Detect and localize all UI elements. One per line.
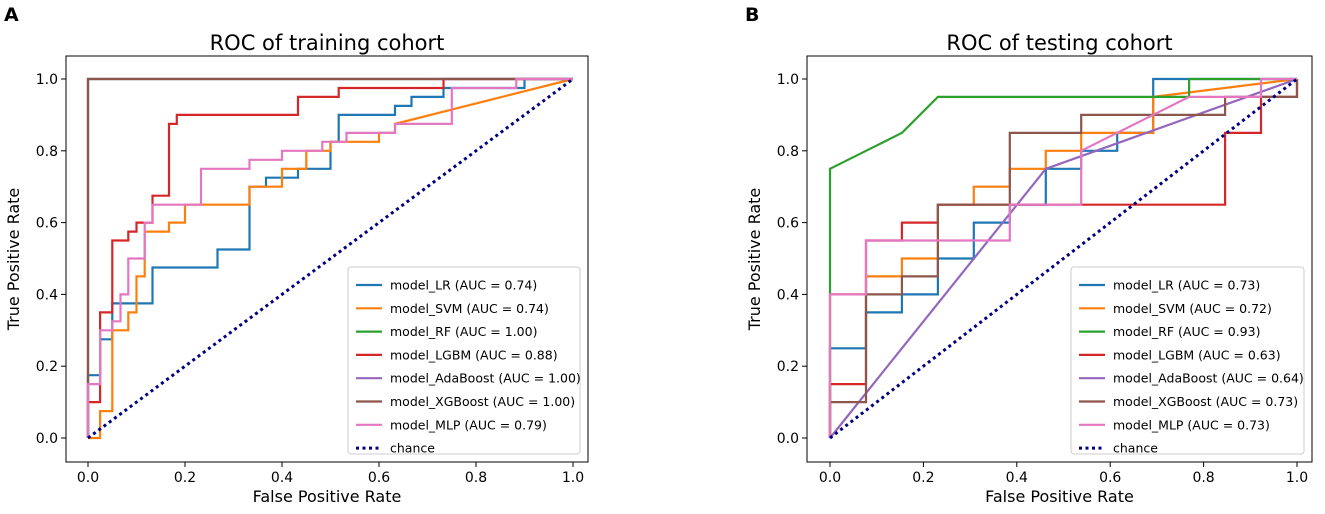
x-tick-label: 1.0 [1286,470,1308,486]
legend-label-model_SVM: model_SVM (AUC = 0.72) [1113,301,1272,316]
chance-line [87,77,574,440]
roc-chart-training: ROC of training cohort 0.0 0.2 0.4 0.6 0.8 1.0… [4,31,589,506]
chance-line [829,77,1298,440]
legend-label-model_MLP: model_MLP (AUC = 0.73) [1113,417,1270,432]
y-tick-label: 0.6 [777,216,799,232]
legend-label-model_RF: model_RF (AUC = 1.00) [390,324,537,339]
legend-label-model_AdaBoost: model_AdaBoost (AUC = 1.00) [390,371,581,386]
y-tick-label: 0.4 [36,287,58,303]
x-tick-label: 0.2 [174,470,196,486]
roc-chart-testing: ROC of testing cohort 0.0 0.2 0.4 0.6 0.8 1.0 0… [745,31,1313,506]
x-axis-label: False Positive Rate [985,487,1134,506]
series-line-model_MLP [86,77,573,438]
legend-box [1070,266,1305,455]
legend-label-model_RF: model_RF (AUC = 0.93) [1113,324,1260,339]
axes-frame [65,55,589,463]
legend-label-chance: chance [390,441,435,456]
y-tick-label: 1.0 [36,72,58,88]
x-tick-label: 0.8 [1192,470,1214,486]
legend-label-model_AdaBoost: model_AdaBoost (AUC = 0.64) [1113,371,1304,386]
panel-label-a: A [4,4,19,26]
y-axis-label: True Positive Rate [4,188,23,332]
axes-frame [806,55,1313,463]
legend-label-model_MLP: model_MLP (AUC = 0.79) [390,417,547,432]
series-line-model_MLP [828,77,1297,438]
legend-label-model_XGBoost: model_XGBoost (AUC = 0.73) [1113,394,1298,409]
legend-label-chance: chance [1113,441,1158,456]
legend: model_LR (AUC = 0.73) model_SVM (AUC = 0.… [1070,266,1305,456]
x-axis-label: False Positive Rate [253,487,402,506]
y-tick-label: 0.6 [36,216,58,232]
x-tick-label: 0.4 [271,470,293,486]
series-line-model_AdaBoost [829,77,1298,439]
x-tick-label: 0.2 [912,470,934,486]
plot-area [86,77,574,440]
x-tick-label: 0.4 [1006,470,1028,486]
y-tick-label: 0.8 [777,144,799,160]
panel-label-b: B [745,4,759,26]
x-tick-label: 0.8 [465,470,487,486]
series-line-model_XGBoost [828,79,1299,438]
y-tick-label: 0.2 [777,359,799,375]
y-tick-label: 0.2 [36,359,58,375]
x-tick-label: 0.0 [77,470,99,486]
chart-title: ROC of training cohort [210,31,445,55]
plot-area [828,77,1299,440]
legend-label-model_LR: model_LR (AUC = 0.73) [1113,278,1260,293]
y-tick-label: 1.0 [777,72,799,88]
series-line-model_LGBM [86,77,573,438]
x-tick-label: 0.6 [1099,470,1121,486]
x-tick-label: 0.0 [819,470,841,486]
chart-title: ROC of testing cohort [946,31,1172,55]
series-line-model_SVM [88,77,574,440]
x-tick-label: 1.0 [562,470,584,486]
legend-label-model_LR: model_LR (AUC = 0.74) [390,278,537,293]
legend-box [347,266,581,455]
y-axis-label: True Positive Rate [745,188,764,332]
legend-label-model_XGBoost: model_XGBoost (AUC = 1.00) [390,394,575,409]
series-line-model_RF [828,77,1297,438]
legend-label-model_LGBM: model_LGBM (AUC = 0.88) [390,347,558,362]
legend-label-model_LGBM: model_LGBM (AUC = 0.63) [1113,347,1281,362]
legend: model_LR (AUC = 0.74) model_SVM (AUC = 0.… [347,266,581,456]
y-tick-label: 0.0 [36,431,58,447]
legend-label-model_SVM: model_SVM (AUC = 0.74) [390,301,549,316]
y-tick-label: 0.4 [777,287,799,303]
y-tick-label: 0.8 [36,144,58,160]
x-tick-label: 0.6 [368,470,390,486]
series-line-model_XGBoost [86,77,573,438]
y-tick-label: 0.0 [777,431,799,447]
